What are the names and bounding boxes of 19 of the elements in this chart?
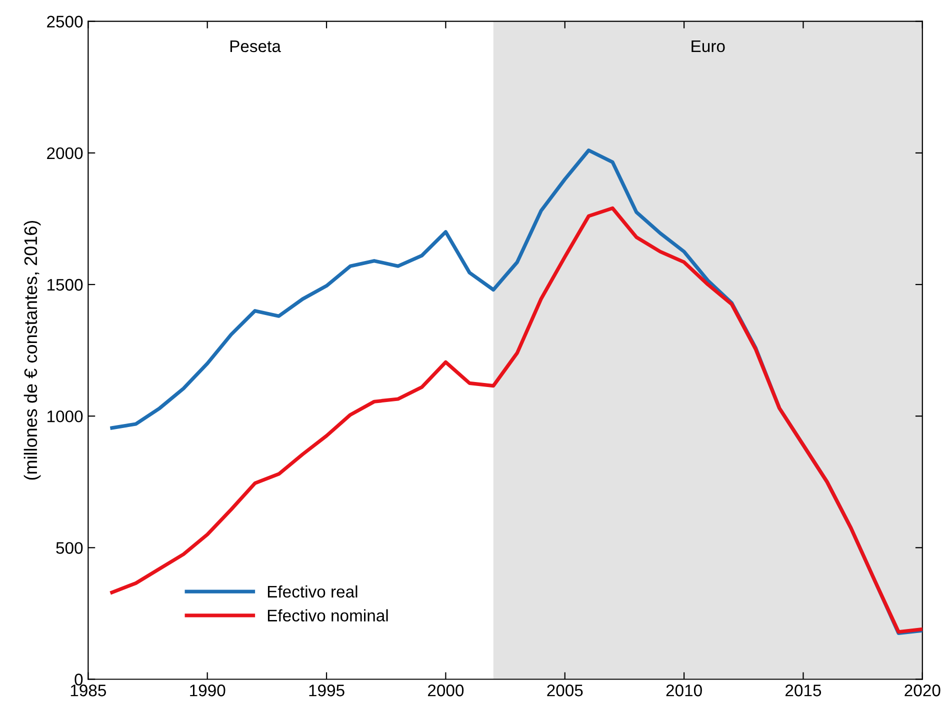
y-tick-label: 2000: [47, 147, 83, 160]
annotation: Peseta: [230, 40, 281, 52]
y-tick-label: 500: [56, 542, 83, 554]
y-axis-title: (millones de € constantes, 2016): [24, 220, 41, 480]
band-label: Euro: [692, 40, 725, 52]
x-tick-label: 2015: [786, 684, 822, 696]
x-tick-label: 1985: [70, 684, 106, 696]
legend-label: Efectivo nominal: [268, 609, 388, 622]
x-tick-label: 1990: [190, 684, 226, 696]
y-tick-label: 0: [74, 674, 83, 686]
x-tick-label: 1995: [309, 684, 344, 696]
legend-label: Efectivo real: [268, 585, 358, 598]
x-tick-label: 2000: [428, 684, 464, 696]
x-tick-label: 2020: [904, 684, 940, 696]
x-tick-label: 2005: [547, 684, 583, 696]
x-tick-label: 2010: [666, 684, 702, 696]
y-tick-label: 1000: [48, 410, 83, 422]
y-tick-label: 1500: [48, 278, 83, 291]
y-tick-label: 2500: [47, 16, 83, 28]
